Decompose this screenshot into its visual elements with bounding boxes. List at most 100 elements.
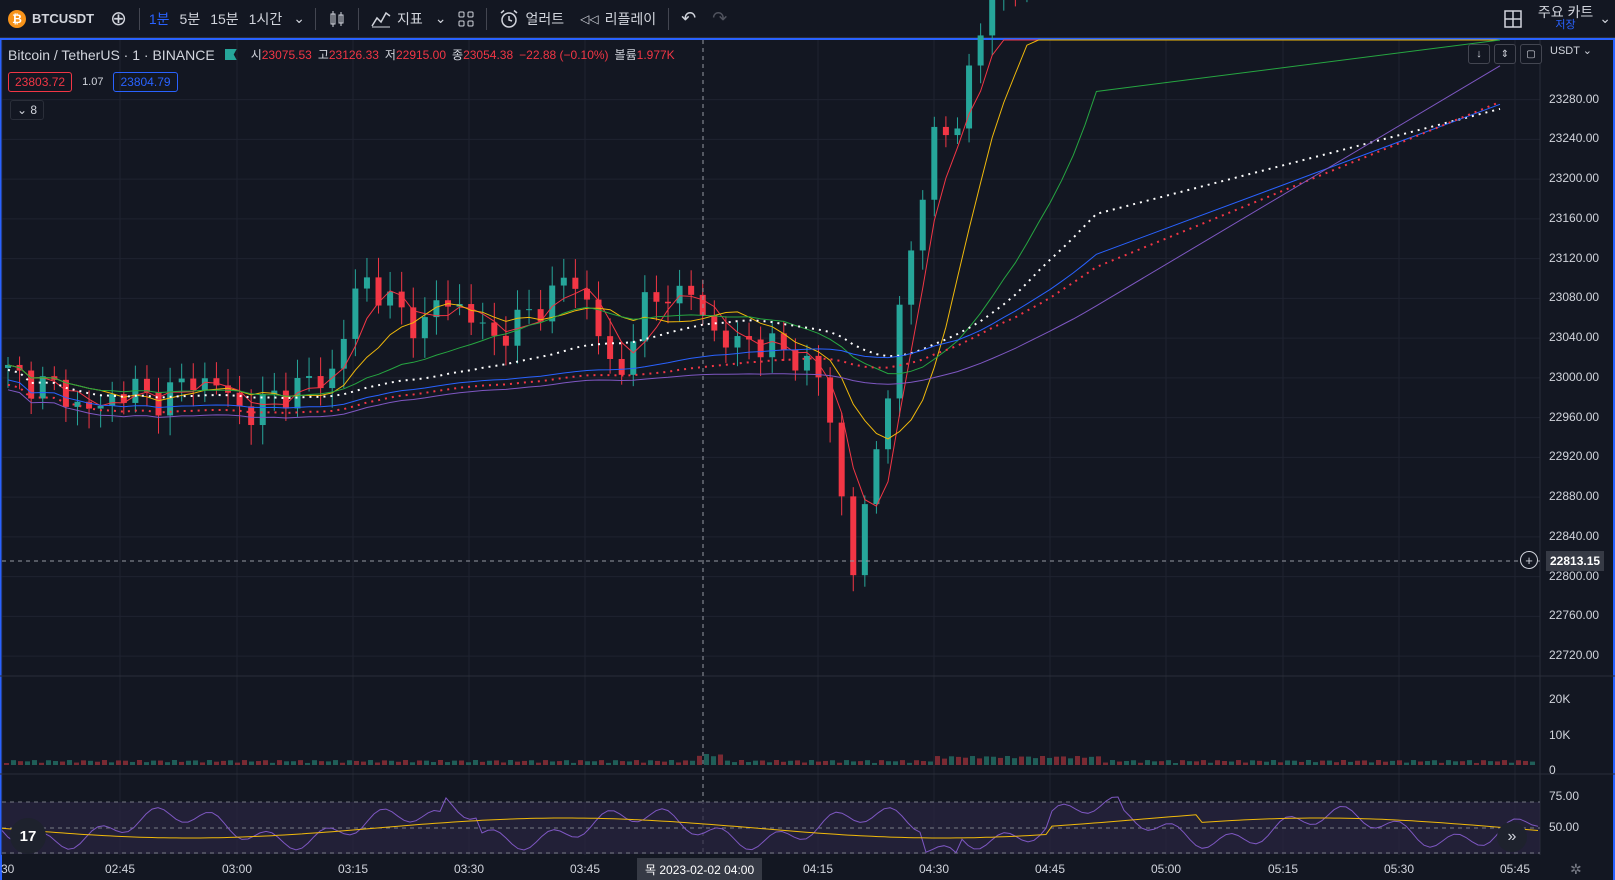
volume-bar bbox=[368, 760, 373, 765]
maximize-pane-button[interactable]: ▢ bbox=[1520, 44, 1542, 64]
volume-bar bbox=[249, 761, 254, 765]
volume-bar bbox=[1096, 756, 1101, 765]
candle-body bbox=[919, 199, 926, 251]
collapse-icon: ⇕ bbox=[1500, 48, 1510, 60]
symbol-search[interactable]: ₿ BTCUSDT bbox=[0, 0, 102, 38]
volume-bar bbox=[186, 760, 191, 765]
tradingview-logo-icon[interactable]: 17 bbox=[10, 818, 46, 854]
indicators-dropdown[interactable]: ⌄ bbox=[431, 0, 451, 38]
candle-body bbox=[583, 288, 590, 300]
volume-bar bbox=[935, 756, 940, 765]
volume-bar bbox=[704, 754, 709, 765]
ohlc-low: 저22915.00 bbox=[384, 48, 447, 62]
interval-1m[interactable]: 1분 bbox=[148, 10, 170, 27]
volume-bar bbox=[1523, 760, 1528, 765]
scroll-to-realtime-button[interactable]: » bbox=[1497, 822, 1527, 852]
collapse-pane-button[interactable]: ⇕ bbox=[1494, 44, 1516, 64]
volume-bar bbox=[1229, 761, 1234, 765]
volume-bar bbox=[1355, 760, 1360, 765]
interval-1h[interactable]: 1시간 bbox=[248, 10, 283, 27]
volume-bar bbox=[1292, 760, 1297, 765]
layout-select-button[interactable] bbox=[1496, 0, 1530, 38]
ma-line-blue bbox=[7, 103, 1501, 409]
volume-bar bbox=[837, 762, 842, 765]
templates-button[interactable] bbox=[450, 0, 482, 38]
volume-bar bbox=[844, 760, 849, 765]
volume-bar bbox=[312, 760, 317, 765]
volume-bar bbox=[1145, 760, 1150, 765]
volume-bar bbox=[634, 760, 639, 765]
volume-bar bbox=[403, 760, 408, 765]
volume-bar bbox=[25, 761, 30, 765]
volume-bar bbox=[760, 760, 765, 765]
layout-name-button[interactable]: 주요 카트 저장 ⌄ bbox=[1530, 0, 1615, 38]
volume-bar bbox=[907, 762, 912, 765]
volume-bar bbox=[207, 760, 212, 765]
undo-button[interactable]: ↶ bbox=[673, 0, 704, 38]
volume-bar bbox=[137, 760, 142, 765]
chart-area[interactable] bbox=[0, 38, 1615, 880]
volume-bar bbox=[263, 760, 268, 765]
volume-bar bbox=[830, 760, 835, 765]
candle-body bbox=[572, 277, 579, 289]
indicators-collapse-button[interactable]: ⌄ 8 bbox=[10, 100, 45, 120]
candle-body bbox=[248, 406, 255, 426]
redo-button[interactable]: ↷ bbox=[704, 0, 735, 38]
volume-bar bbox=[1271, 760, 1276, 765]
candle-body bbox=[433, 300, 440, 318]
ma-line-fast bbox=[7, 39, 1500, 507]
candle-body bbox=[607, 336, 614, 359]
volume-bar bbox=[697, 755, 702, 765]
candle-body bbox=[931, 126, 938, 200]
volume-bar bbox=[1082, 757, 1087, 765]
alert-button[interactable]: 얼러트 bbox=[491, 0, 572, 38]
volume-bar bbox=[60, 761, 65, 765]
candle-body bbox=[271, 390, 278, 394]
alarm-clock-icon bbox=[500, 9, 518, 28]
candle-body bbox=[873, 449, 880, 505]
interval-15m[interactable]: 15분 bbox=[210, 10, 239, 27]
volume-bar bbox=[725, 760, 730, 765]
ma-line-purple bbox=[7, 65, 1501, 419]
candle-body bbox=[595, 299, 602, 337]
add-alert-button[interactable]: + bbox=[1520, 551, 1538, 569]
volume-bar bbox=[564, 760, 569, 765]
volume-bar bbox=[319, 761, 324, 765]
volume-bar bbox=[816, 761, 821, 765]
volume-bar bbox=[1103, 762, 1108, 765]
currency-select[interactable]: USDT ⌄ bbox=[1550, 45, 1593, 57]
volume-bar bbox=[781, 761, 786, 765]
volume-bar bbox=[1418, 761, 1423, 765]
candle-body bbox=[502, 335, 509, 346]
candle-body bbox=[225, 385, 231, 393]
candle-body bbox=[630, 341, 637, 375]
add-symbol-button[interactable]: ⊕ bbox=[102, 0, 135, 38]
buy-button[interactable]: 23804.79 bbox=[113, 72, 178, 92]
replay-button[interactable]: ◁◁ 리플레이 bbox=[572, 0, 664, 38]
candle-body bbox=[375, 277, 382, 306]
interval-5m[interactable]: 5분 bbox=[179, 10, 201, 27]
chart-type-button[interactable] bbox=[320, 0, 354, 38]
volume-bar bbox=[865, 760, 870, 765]
candle-body bbox=[769, 333, 776, 358]
volume-bar bbox=[767, 762, 772, 765]
volume-bar bbox=[179, 761, 184, 765]
chevron-down-icon: ⌄ bbox=[293, 10, 305, 26]
candle-body bbox=[201, 378, 208, 391]
volume-bar bbox=[1432, 760, 1437, 765]
indicators-button[interactable]: 지표 bbox=[363, 0, 431, 38]
interval-dropdown[interactable]: ⌄ bbox=[287, 0, 311, 38]
time-tick-label: 02:45 bbox=[104, 862, 136, 876]
bitcoin-icon: ₿ bbox=[8, 9, 26, 28]
volume-bar bbox=[109, 762, 114, 765]
gear-icon[interactable]: ✲ bbox=[1570, 861, 1582, 877]
scroll-down-button[interactable]: ↓ bbox=[1468, 44, 1490, 64]
price-tick-label: 22920.00 bbox=[1549, 449, 1600, 464]
price-tick-label: 23000.00 bbox=[1549, 369, 1600, 384]
sell-button[interactable]: 23803.72 bbox=[8, 72, 73, 92]
symbol-title[interactable]: Bitcoin / TetherUS · 1 · BINANCE bbox=[8, 46, 215, 63]
volume-bar bbox=[53, 760, 58, 765]
volume-bar bbox=[445, 762, 450, 765]
candle-body bbox=[363, 277, 370, 289]
